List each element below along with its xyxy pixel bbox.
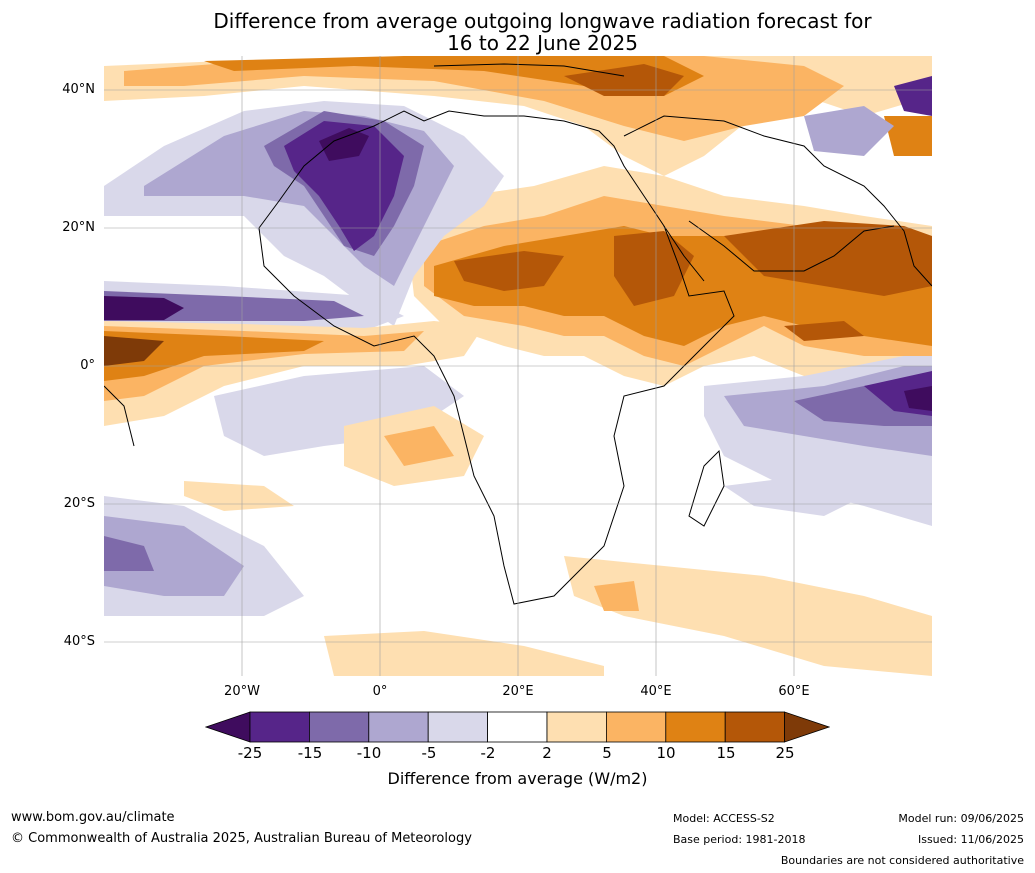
coastlines	[104, 63, 932, 605]
graticule	[104, 56, 932, 676]
colorbar-title: Difference from average (W/m2)	[387, 769, 648, 788]
colorbar-bin	[309, 711, 370, 743]
colorbar-tick: 10	[656, 744, 676, 762]
colorbar-bin	[249, 711, 310, 743]
footer-website: www.bom.gov.au/climate	[11, 810, 175, 825]
footer-base-period: Base period: 1981-2018	[673, 833, 806, 846]
olr-anomaly-map	[104, 56, 932, 676]
colorbar-bin	[724, 711, 786, 743]
colorbar-arrow-low	[205, 711, 251, 743]
chart-title: Difference from average outgoing longwav…	[0, 10, 1035, 54]
title-line-2: 16 to 22 June 2025	[447, 31, 638, 55]
colorbar-tick: 15	[716, 744, 736, 762]
colorbar-tick: -25	[237, 744, 263, 762]
colorbar-tick: -2	[480, 744, 496, 762]
colorbar-bin	[605, 711, 667, 743]
colorbar-tick: -15	[297, 744, 323, 762]
colorbar-bin	[427, 711, 488, 743]
north-orange-region	[104, 56, 932, 176]
footer-model: Model: ACCESS-S2	[673, 812, 775, 825]
title-line-1: Difference from average outgoing longwav…	[213, 9, 872, 33]
northwest-purple-region	[104, 76, 932, 326]
lon-label-20e: 20°E	[502, 684, 534, 699]
colorbar	[205, 711, 830, 743]
lon-label-60e: 60°E	[778, 684, 810, 699]
itcz-band	[104, 281, 484, 426]
lat-label-40n: 40°N	[62, 82, 95, 97]
colorbar-tick: 5	[602, 744, 612, 762]
footer-copyright: © Commonwealth of Australia 2025, Austra…	[11, 831, 472, 846]
colorbar-bin	[487, 711, 548, 743]
lat-label-0: 0°	[80, 358, 95, 373]
colorbar-tick: -5	[421, 744, 437, 762]
lat-label-40s: 40°S	[63, 634, 95, 649]
lat-label-20s: 20°S	[63, 496, 95, 511]
footer-boundaries: Boundaries are not considered authoritat…	[780, 854, 1024, 867]
lon-label-0: 0°	[372, 684, 388, 699]
colorbar-tick: -10	[356, 744, 382, 762]
colorbar-arrow-high	[784, 711, 830, 743]
colorbar-tick: 2	[542, 744, 552, 762]
east-orange-region	[404, 166, 932, 386]
indian-ocean-purple-region	[704, 356, 932, 526]
lat-label-20n: 20°N	[62, 220, 95, 235]
footer-model-run: Model run: 09/06/2025	[898, 812, 1024, 825]
colorbar-bin	[665, 711, 726, 743]
lon-label-40e: 40°E	[640, 684, 672, 699]
colorbar-bin	[368, 711, 429, 743]
colorbar-bin	[546, 711, 607, 743]
footer-issued: Issued: 11/06/2025	[917, 833, 1024, 846]
lon-label-20w: 20°W	[224, 684, 260, 699]
colorbar-tick: 25	[775, 744, 795, 762]
